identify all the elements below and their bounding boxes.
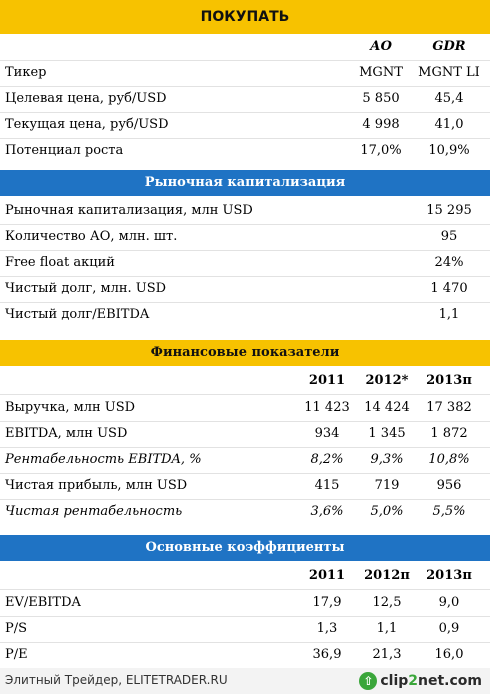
- table-row: Выручка, млн USD 11 423 14 424 17 382: [0, 395, 490, 422]
- row-value: 956: [436, 478, 462, 493]
- table-row: Рентабельность EBITDA, % 8,2% 9,3% 10,8%: [0, 447, 490, 474]
- row-value: 16,0: [434, 647, 464, 662]
- row-value: 5,0%: [370, 504, 404, 519]
- table-row: Потенциал роста 17,0% 10,9%: [0, 138, 490, 164]
- year-header: 2011: [308, 568, 346, 583]
- row-label: Чистый долг/EBITDA: [5, 307, 150, 322]
- table-row: Рыночная капитализация, млн USD 15 295: [0, 198, 490, 225]
- row-value-gdr: 10,9%: [428, 143, 470, 158]
- row-label: Потенциал роста: [5, 143, 124, 158]
- table-row: Чистая прибыль, млн USD 415 719 956: [0, 473, 490, 500]
- table-row: Тикер MGNT MGNT LI: [0, 60, 490, 87]
- row-label: Чистый долг, млн. USD: [5, 281, 167, 296]
- table-row: Чистый долг/EBITDA 1,1: [0, 302, 490, 328]
- table-row: Чистая рентабельность 3,6% 5,0% 5,5%: [0, 499, 490, 525]
- financials-section-header: Финансовые показатели: [0, 340, 490, 366]
- table-row: P/S 1,3 1,1 0,9: [0, 616, 490, 643]
- year-header: 2012*: [365, 373, 409, 388]
- row-value-gdr: MGNT LI: [418, 65, 480, 80]
- row-value: 1 470: [430, 281, 468, 296]
- table-row: Чистый долг, млн. USD 1 470: [0, 276, 490, 303]
- row-value: 1,1: [376, 621, 398, 636]
- column-header-gdr: GDR: [432, 39, 466, 54]
- row-value-ao: 17,0%: [360, 143, 402, 158]
- row-value-ao: 4 998: [362, 117, 400, 132]
- row-value: 8,2%: [310, 452, 344, 467]
- year-header: 2013п: [426, 568, 472, 583]
- source-credit: Элитный Трейдер, ELITETRADER.RU: [5, 673, 228, 687]
- row-label: Рыночная капитализация, млн USD: [5, 203, 253, 218]
- row-value: 934: [314, 426, 340, 441]
- arrow-up-icon: ⇧: [359, 672, 378, 690]
- row-value: 17,9: [312, 595, 342, 610]
- row-value: 12,5: [372, 595, 402, 610]
- ratios-year-header-row: 2011 2012п 2013п: [0, 563, 490, 590]
- row-value: 11 423: [304, 400, 350, 415]
- row-label: Тикер: [5, 65, 47, 80]
- ratios-section-header: Основные коэффициенты: [0, 535, 490, 561]
- row-value: 15 295: [426, 203, 472, 218]
- row-label: Целевая цена, руб/USD: [5, 91, 167, 106]
- table-row: EV/EBITDA 17,9 12,5 9,0: [0, 590, 490, 617]
- row-label: Free float акций: [5, 255, 115, 270]
- row-value: 719: [374, 478, 400, 493]
- buy-title: ПОКУПАТЬ: [200, 9, 290, 25]
- logo-text: clip2net.com: [380, 673, 482, 689]
- row-label: EV/EBITDA: [5, 595, 81, 610]
- row-value: 36,9: [312, 647, 342, 662]
- table-row: P/E 36,9 21,3 16,0: [0, 642, 490, 668]
- row-label: Рентабельность EBITDA, %: [5, 452, 202, 467]
- row-value-ao: 5 850: [362, 91, 400, 106]
- table-row: Free float акций 24%: [0, 250, 490, 277]
- row-value: 1,3: [316, 621, 338, 636]
- row-value: 3,6%: [310, 504, 344, 519]
- year-header: 2013п: [426, 373, 472, 388]
- row-value-gdr: 41,0: [434, 117, 464, 132]
- row-value: 0,9: [438, 621, 460, 636]
- financials-title: Финансовые показатели: [150, 345, 340, 360]
- row-value: 14 424: [364, 400, 410, 415]
- buy-section-header: ПОКУПАТЬ: [0, 0, 490, 34]
- row-value: 1 345: [368, 426, 406, 441]
- row-value: 21,3: [372, 647, 402, 662]
- market-cap-section-header: Рыночная капитализация: [0, 170, 490, 196]
- ratios-title: Основные коэффициенты: [145, 540, 345, 555]
- row-value: 10,8%: [428, 452, 470, 467]
- table-row: Текущая цена, руб/USD 4 998 41,0: [0, 112, 490, 139]
- row-label: EBITDA, млн USD: [5, 426, 128, 441]
- buy-column-header-row: АО GDR: [0, 34, 490, 61]
- financials-year-header-row: 2011 2012* 2013п: [0, 368, 490, 395]
- row-label: P/E: [5, 647, 28, 662]
- footer: Элитный Трейдер, ELITETRADER.RU ⇧ clip2n…: [0, 668, 490, 694]
- row-label: Количество АО, млн. шт.: [5, 229, 178, 244]
- row-value: 9,0: [438, 595, 460, 610]
- row-label: Чистая рентабельность: [5, 504, 183, 519]
- row-label: Чистая прибыль, млн USD: [5, 478, 188, 493]
- row-label: Текущая цена, руб/USD: [5, 117, 169, 132]
- row-value: 1,1: [438, 307, 460, 322]
- row-label: Выручка, млн USD: [5, 400, 136, 415]
- row-value: 24%: [434, 255, 464, 270]
- row-value-gdr: 45,4: [434, 91, 464, 106]
- market-cap-title: Рыночная капитализация: [144, 175, 346, 190]
- row-value: 1 872: [430, 426, 468, 441]
- row-label: P/S: [5, 621, 28, 636]
- year-header: 2012п: [364, 568, 410, 583]
- row-value: 17 382: [426, 400, 472, 415]
- clip2net-logo: ⇧ clip2net.com: [359, 671, 482, 691]
- row-value: 415: [314, 478, 340, 493]
- row-value: 5,5%: [432, 504, 466, 519]
- table-row: EBITDA, млн USD 934 1 345 1 872: [0, 421, 490, 448]
- table-row: Количество АО, млн. шт. 95: [0, 224, 490, 251]
- year-header: 2011: [308, 373, 346, 388]
- table-row: Целевая цена, руб/USD 5 850 45,4: [0, 86, 490, 113]
- column-header-ao: АО: [370, 39, 392, 54]
- row-value: 9,3%: [370, 452, 404, 467]
- row-value-ao: MGNT: [359, 65, 403, 80]
- row-value: 95: [440, 229, 458, 244]
